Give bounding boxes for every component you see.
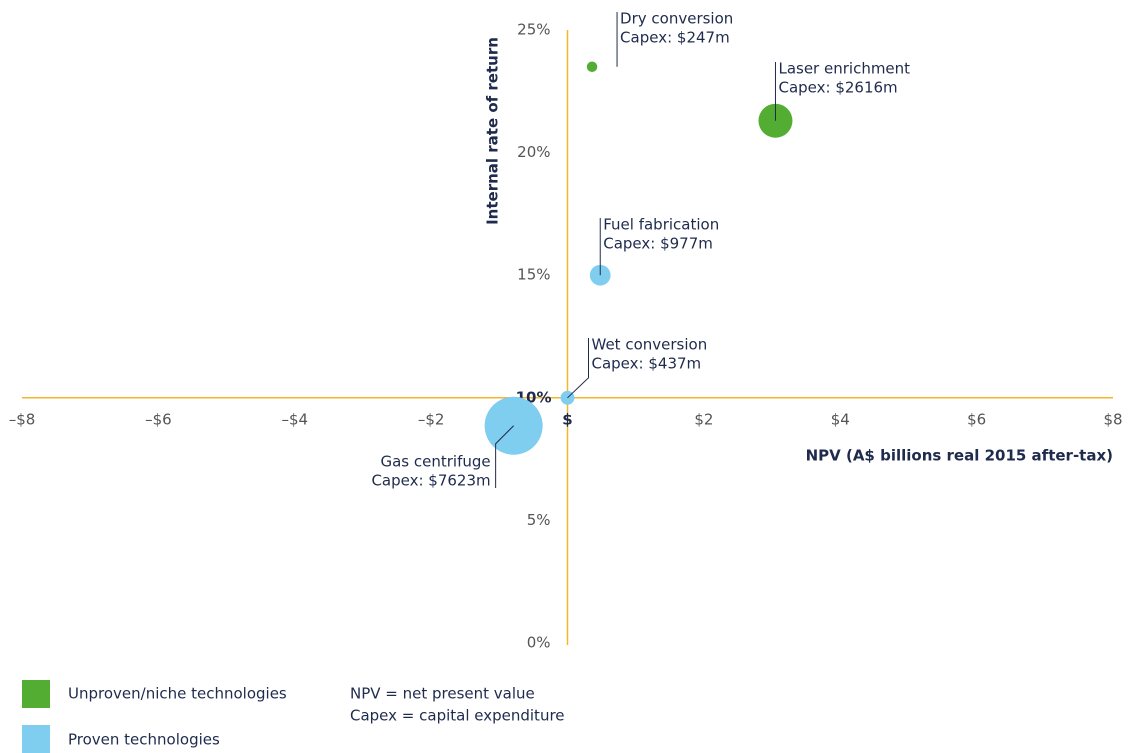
- x-axis-title: NPV (A$ billions real 2015 after-tax): [806, 447, 1113, 465]
- note: NPV = net present value: [350, 685, 535, 703]
- legend-swatch: [22, 680, 50, 708]
- legend-label: Proven technologies: [68, 731, 220, 749]
- size-label: Capex: $437m: [592, 355, 702, 373]
- leader-line: [495, 425, 514, 488]
- size-label: Capex: $2616m: [778, 79, 897, 97]
- y-tick-label: 0%: [527, 634, 551, 652]
- x-tick-label: $2: [694, 410, 713, 428]
- size-label: Capex: $7623m: [371, 472, 490, 490]
- y-tick-label: 25%: [517, 21, 550, 39]
- x-tick-label: $4: [831, 410, 850, 428]
- point-label: Dry conversion: [620, 10, 733, 28]
- note: Capex = capital expenditure: [350, 707, 565, 725]
- point-label: Wet conversion: [592, 336, 708, 354]
- leader-line: [567, 338, 589, 399]
- y-tick-label: 15%: [517, 266, 550, 284]
- x-tick-label: $: [562, 410, 572, 428]
- x-tick-label: –$4: [281, 410, 308, 428]
- point-label: Gas centrifuge: [380, 453, 490, 471]
- point-label: Laser enrichment: [778, 60, 910, 78]
- bubble: [586, 61, 598, 73]
- y-tick-label: 5%: [527, 511, 551, 529]
- size-label: Capex: $247m: [620, 29, 730, 47]
- x-tick-label: –$8: [9, 410, 36, 428]
- x-tick-label: $8: [1103, 410, 1122, 428]
- legend-label: Unproven/niche technologies: [68, 685, 287, 703]
- y-tick-label: 20%: [517, 143, 550, 161]
- x-tick-label: –$2: [418, 410, 445, 428]
- y-axis-title: Internal rate of return: [484, 37, 502, 225]
- point-label: Fuel fabrication: [603, 216, 719, 234]
- x-tick-label: –$6: [145, 410, 172, 428]
- legend-swatch: [22, 725, 50, 753]
- x-tick-label: $6: [967, 410, 986, 428]
- size-label: Capex: $977m: [603, 235, 713, 253]
